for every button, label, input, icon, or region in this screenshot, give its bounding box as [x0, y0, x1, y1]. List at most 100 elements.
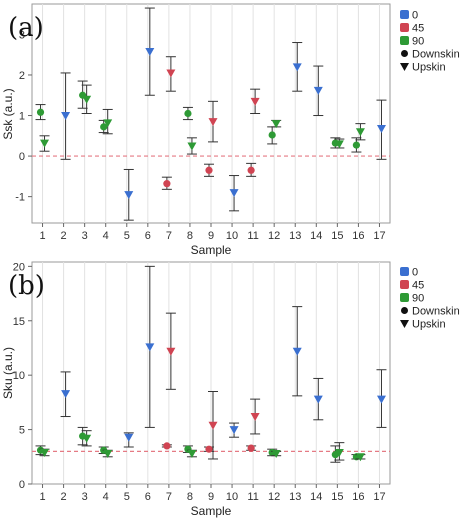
legend-entry: Upskin	[400, 62, 446, 74]
x-axis-label: Sample	[191, 504, 232, 518]
y-tick-label: -1	[15, 192, 25, 204]
panel-tag: (a)	[8, 13, 44, 43]
data-point-downskin	[247, 166, 255, 174]
x-tick-label: 11	[247, 491, 258, 503]
data-point-upskin	[82, 434, 92, 443]
x-tick-label: 7	[166, 491, 172, 503]
data-point-upskin	[82, 95, 92, 104]
series-45-downskin	[161, 442, 257, 453]
x-tick-label: 12	[268, 491, 280, 503]
y-tick-label: 20	[13, 261, 25, 273]
x-tick-label: 2	[61, 491, 67, 503]
data-point-downskin	[205, 445, 213, 453]
data-point-upskin	[292, 347, 302, 356]
data-point-upskin	[124, 433, 134, 442]
legend-entry: 45	[400, 280, 424, 292]
x-tick-label: 14	[310, 491, 322, 503]
x-tick-label: 16	[352, 491, 364, 503]
x-tick-label: 1	[39, 491, 45, 503]
legend-label: Downskin	[412, 306, 460, 318]
x-tick-label: 7	[166, 230, 172, 242]
data-point-upskin	[208, 421, 218, 430]
y-tick-label: 3	[19, 29, 25, 41]
legend-swatch	[400, 267, 409, 276]
legend-swatch	[400, 36, 409, 45]
data-point-upskin	[124, 191, 134, 200]
panel-tag: (b)	[8, 271, 45, 301]
data-point-upskin	[61, 112, 71, 121]
x-tick-label: 17	[373, 491, 385, 503]
x-tick-label: 3	[82, 491, 88, 503]
x-tick-label: 6	[145, 230, 151, 242]
y-axis-label: Ssk (a.u.)	[1, 88, 15, 139]
data-point-upskin	[334, 448, 344, 457]
data-point-upskin	[250, 413, 260, 422]
legend-entry: Upskin	[400, 319, 446, 331]
data-point-downskin	[184, 109, 192, 118]
data-point-upskin	[187, 450, 197, 459]
data-point-upskin	[103, 450, 113, 459]
x-tick-label: 4	[103, 491, 109, 503]
x-tick-label: 10	[226, 491, 238, 503]
data-point-downskin	[205, 166, 213, 174]
y-tick-label: 5	[19, 425, 25, 437]
x-tick-label: 9	[208, 230, 214, 242]
data-point-upskin	[40, 448, 50, 457]
legend-swatch	[400, 293, 409, 302]
x-tick-label: 4	[103, 230, 109, 242]
series-45-downskin	[161, 162, 257, 190]
legend-entry: 90	[400, 36, 424, 48]
data-point-upskin	[208, 118, 218, 127]
x-tick-label: 10	[226, 230, 238, 242]
y-tick-label: 2	[19, 70, 25, 82]
legend-entry: 90	[400, 293, 424, 305]
data-point-upskin	[166, 69, 176, 78]
data-point-upskin	[313, 395, 323, 404]
data-point-upskin	[376, 395, 386, 404]
series-90-upskin	[39, 84, 366, 155]
data-point-upskin	[334, 140, 344, 149]
x-tick-label: 15	[331, 491, 343, 503]
x-tick-label: 9	[208, 491, 214, 503]
data-point-upskin	[40, 139, 50, 148]
y-tick-label: 15	[13, 316, 25, 328]
x-tick-label: 16	[352, 230, 364, 242]
legend-swatch	[400, 280, 409, 289]
series-90-upskin	[39, 430, 366, 462]
x-tick-label: 11	[247, 230, 258, 242]
data-point-upskin	[292, 63, 302, 72]
y-tick-label: 0	[19, 479, 25, 491]
data-point-upskin	[271, 120, 281, 129]
data-point-upskin	[145, 47, 155, 56]
x-tick-label: 15	[331, 230, 343, 242]
legend-label: 45	[412, 280, 424, 292]
legend-circle-marker	[401, 307, 408, 314]
legend-entry: Downskin	[401, 49, 460, 61]
data-point-upskin	[145, 343, 155, 352]
legend-entry: 0	[400, 267, 418, 279]
x-tick-label: 6	[145, 491, 151, 503]
x-tick-label: 2	[61, 230, 67, 242]
x-axis-label: Sample	[191, 243, 232, 257]
series-45-upskin	[165, 312, 261, 460]
legend-label: Upskin	[412, 319, 446, 331]
legend-label: 90	[412, 293, 424, 305]
x-tick-label: 5	[124, 230, 130, 242]
legend-label: 45	[412, 23, 424, 35]
x-tick-label: 13	[289, 491, 301, 503]
x-tick-label: 3	[82, 230, 88, 242]
data-point-downskin	[163, 442, 171, 450]
data-point-upskin	[187, 142, 197, 151]
data-point-downskin	[268, 131, 276, 139]
x-tick-label: 13	[289, 230, 301, 242]
legend-entry: Downskin	[401, 306, 460, 318]
x-tick-label: 12	[268, 230, 280, 242]
x-tick-label: 17	[373, 230, 385, 242]
legend-circle-marker	[401, 50, 408, 57]
legend-entry: 0	[400, 10, 418, 22]
